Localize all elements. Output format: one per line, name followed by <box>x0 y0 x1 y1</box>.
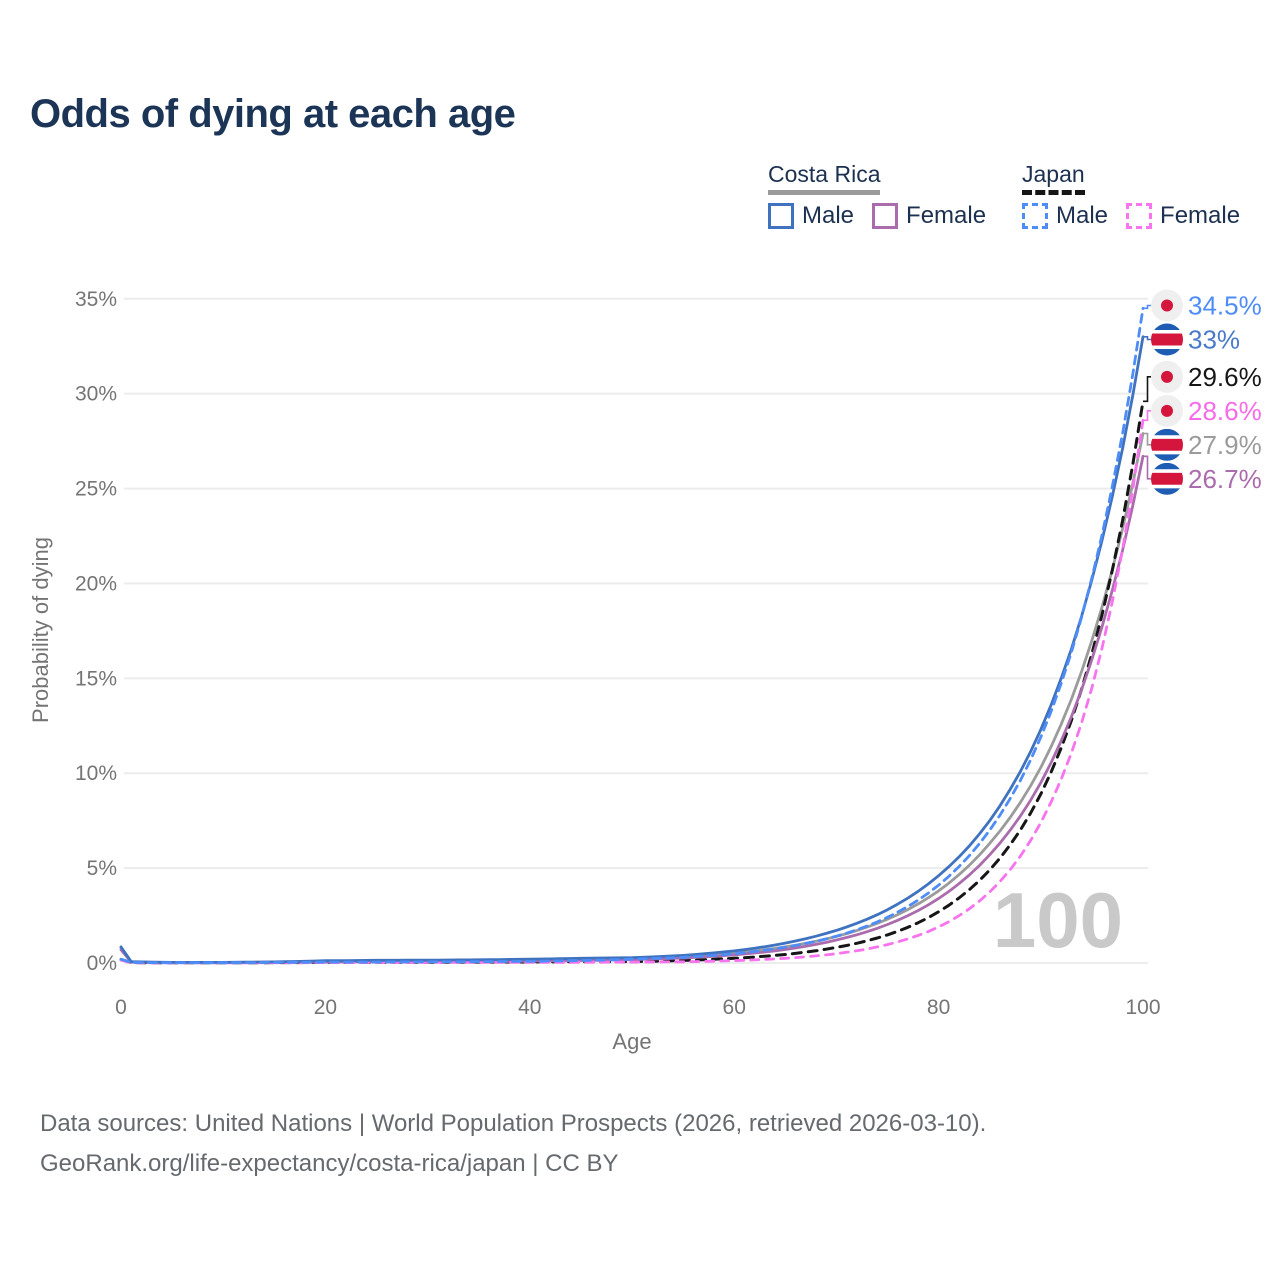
label-connector-costa-rica-female <box>1143 455 1151 480</box>
japan-male-swatch-icon <box>1022 203 1048 229</box>
legend-item-japan-female[interactable]: Female <box>1126 202 1240 230</box>
y-tick-label-20: 20% <box>75 572 117 595</box>
label-connector-costa-rica-all <box>1143 432 1151 446</box>
x-axis-title: Age <box>612 1029 651 1054</box>
japan-flag-icon <box>1151 360 1183 393</box>
legend-item-japan-male[interactable]: Male <box>1022 202 1108 230</box>
y-tick-label-10: 10% <box>75 762 117 785</box>
label-connector-costa-rica-male <box>1143 336 1151 341</box>
series-line-japan-male[interactable] <box>119 306 1145 965</box>
legend-item-label: Female <box>906 202 987 229</box>
end-labels: 34.5% 33% 29.6% 28.6% 27.9% 26.7% <box>1143 289 1262 495</box>
y-tick-label-15: 15% <box>75 667 117 690</box>
legend-header-japan[interactable]: Japan <box>1022 161 1085 195</box>
label-connector-japan-all <box>1143 376 1151 403</box>
end-value-label-japan-male: 34.5% <box>1188 291 1262 321</box>
legend-item-label: Male <box>1056 202 1109 229</box>
y-axis-title: Probability of dying <box>28 537 53 723</box>
x-tick-label-80: 80 <box>927 996 950 1019</box>
japan-flag-icon <box>1151 394 1183 427</box>
x-tick-label-0: 0 <box>115 996 127 1019</box>
costa-rica-flag-icon <box>1151 428 1183 461</box>
x-tick-label-20: 20 <box>314 996 337 1019</box>
y-tick-label-5: 5% <box>87 857 117 880</box>
legend-header-costa-rica[interactable]: Costa Rica <box>768 161 881 195</box>
costa-rica-male-swatch-icon <box>768 203 794 229</box>
legend-item-costa-rica-female[interactable]: Female <box>872 202 986 230</box>
data-sources-text: Data sources: United Nations | World Pop… <box>40 1110 987 1137</box>
attribution-link-text[interactable]: GeoRank.org/life-expectancy/costa-rica/j… <box>40 1150 619 1177</box>
legend-item-costa-rica-male[interactable]: Male <box>768 202 854 230</box>
legend-item-label: Male <box>802 202 855 229</box>
end-value-label-japan-all: 29.6% <box>1188 362 1262 392</box>
y-axis: 0% 5% 10% 15% 20% 25% 30% 35% <box>75 288 117 975</box>
plot-area[interactable] <box>121 299 1143 963</box>
y-tick-label-0: 0% <box>87 952 117 975</box>
x-tick-label-40: 40 <box>518 996 541 1019</box>
age-indicator-watermark: 100 <box>993 876 1123 964</box>
series-lines <box>119 306 1145 965</box>
end-value-label-japan-female: 28.6% <box>1188 396 1262 426</box>
label-connector-japan-female <box>1143 410 1151 422</box>
japan-female-swatch-icon <box>1126 203 1153 229</box>
end-value-label-costa-rica-male: 33% <box>1188 325 1240 355</box>
gridlines <box>124 297 1148 964</box>
costa-rica-female-swatch-icon <box>872 203 899 229</box>
label-connector-japan-male <box>1143 304 1151 310</box>
legend-item-label: Female <box>1160 202 1241 229</box>
y-tick-label-30: 30% <box>75 383 117 406</box>
japan-flag-icon <box>1151 289 1183 322</box>
x-tick-label-100: 100 <box>1125 996 1160 1019</box>
page-title: Odds of dying at each age <box>30 92 516 136</box>
x-tick-label-60: 60 <box>723 996 746 1019</box>
costa-rica-flag-icon <box>1151 462 1183 495</box>
y-tick-label-25: 25% <box>75 478 117 501</box>
end-value-label-costa-rica-all: 27.9% <box>1188 430 1262 460</box>
y-tick-label-35: 35% <box>75 288 117 311</box>
costa-rica-flag-icon <box>1151 323 1183 356</box>
x-axis: 0 20 40 60 80 100 <box>115 996 1160 1019</box>
end-value-label-costa-rica-female: 26.7% <box>1188 464 1262 494</box>
legend-group-costa-rica: Costa Rica Male Female <box>768 161 986 230</box>
legend-group-japan: Japan Male Female <box>1022 161 1240 230</box>
